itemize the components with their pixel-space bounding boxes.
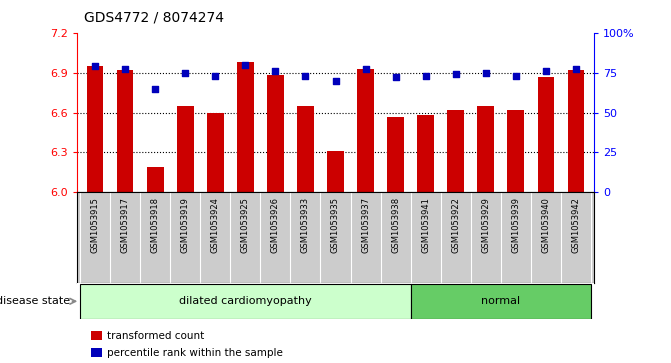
Text: GSM1053938: GSM1053938: [391, 197, 400, 253]
Text: GSM1053924: GSM1053924: [211, 197, 220, 253]
Bar: [537, 77, 554, 192]
Point: [360, 66, 371, 72]
Text: GSM1053926: GSM1053926: [271, 197, 280, 253]
Bar: [91, 331, 102, 340]
Point: [450, 71, 461, 77]
Point: [540, 68, 551, 74]
Text: GSM1053919: GSM1053919: [180, 197, 190, 253]
Point: [150, 86, 160, 91]
Bar: [411, 284, 591, 319]
Text: GSM1053941: GSM1053941: [421, 197, 430, 253]
Bar: [80, 284, 411, 319]
Point: [570, 66, 581, 72]
Text: GDS4772 / 8074274: GDS4772 / 8074274: [84, 11, 224, 25]
Text: GSM1053939: GSM1053939: [511, 197, 520, 253]
Bar: [387, 117, 404, 192]
Bar: [357, 69, 374, 192]
Bar: [207, 113, 223, 192]
Bar: [568, 70, 584, 192]
Point: [120, 66, 131, 72]
Point: [511, 73, 521, 79]
Bar: [507, 110, 524, 192]
Text: GSM1053942: GSM1053942: [571, 197, 580, 253]
Bar: [117, 70, 134, 192]
Text: transformed count: transformed count: [107, 331, 205, 341]
Bar: [177, 106, 193, 192]
Point: [210, 73, 221, 79]
Text: GSM1053922: GSM1053922: [451, 197, 460, 253]
Text: GSM1053935: GSM1053935: [331, 197, 340, 253]
Bar: [297, 106, 314, 192]
Text: dilated cardiomyopathy: dilated cardiomyopathy: [179, 296, 312, 306]
Bar: [91, 348, 102, 357]
Bar: [478, 106, 494, 192]
Text: GSM1053918: GSM1053918: [151, 197, 160, 253]
Bar: [448, 110, 464, 192]
Point: [300, 73, 311, 79]
Text: GSM1053933: GSM1053933: [301, 197, 310, 253]
Text: normal: normal: [481, 296, 520, 306]
Point: [420, 73, 431, 79]
Point: [90, 63, 101, 69]
Text: GSM1053937: GSM1053937: [361, 197, 370, 253]
Point: [330, 78, 341, 83]
Text: disease state: disease state: [0, 296, 70, 306]
Point: [480, 70, 491, 76]
Text: GSM1053929: GSM1053929: [481, 197, 491, 253]
Text: GSM1053915: GSM1053915: [91, 197, 100, 253]
Bar: [267, 75, 284, 192]
Point: [180, 70, 191, 76]
Bar: [327, 151, 344, 192]
Bar: [237, 62, 254, 192]
Text: GSM1053940: GSM1053940: [541, 197, 550, 253]
Bar: [87, 66, 103, 192]
Point: [270, 68, 280, 74]
Text: percentile rank within the sample: percentile rank within the sample: [107, 348, 283, 358]
Bar: [417, 115, 434, 192]
Point: [240, 62, 251, 68]
Bar: [147, 167, 164, 192]
Text: GSM1053925: GSM1053925: [241, 197, 250, 253]
Point: [391, 74, 401, 80]
Text: GSM1053917: GSM1053917: [121, 197, 130, 253]
